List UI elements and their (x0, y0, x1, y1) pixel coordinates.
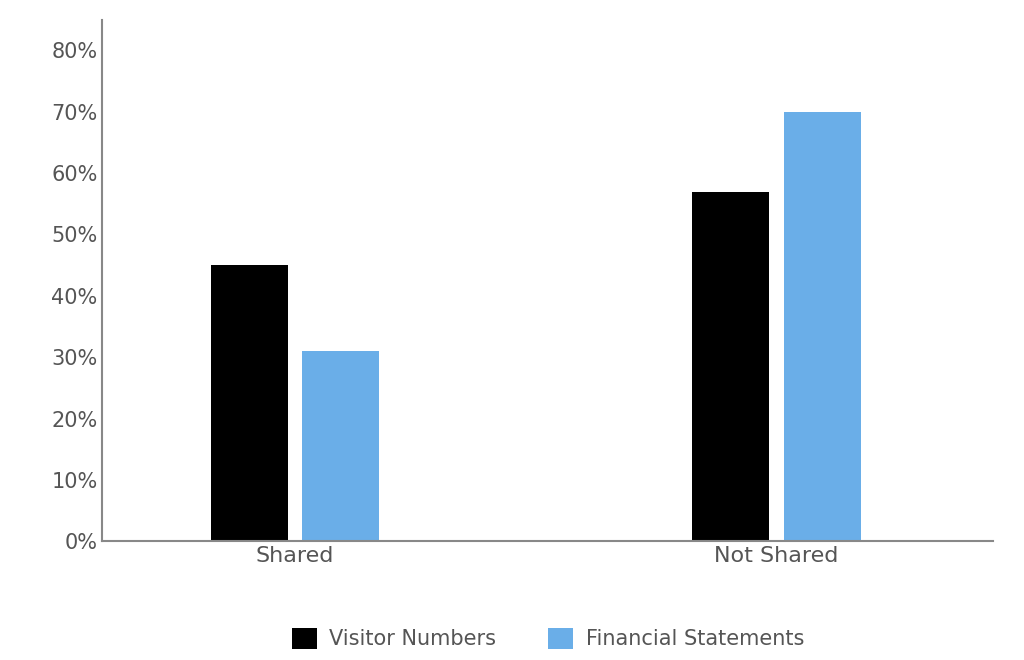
Legend: Visitor Numbers, Financial Statements: Visitor Numbers, Financial Statements (284, 619, 812, 658)
Bar (692, 191, 769, 541)
Bar (783, 112, 861, 541)
Bar (302, 351, 379, 541)
Bar (211, 265, 288, 541)
